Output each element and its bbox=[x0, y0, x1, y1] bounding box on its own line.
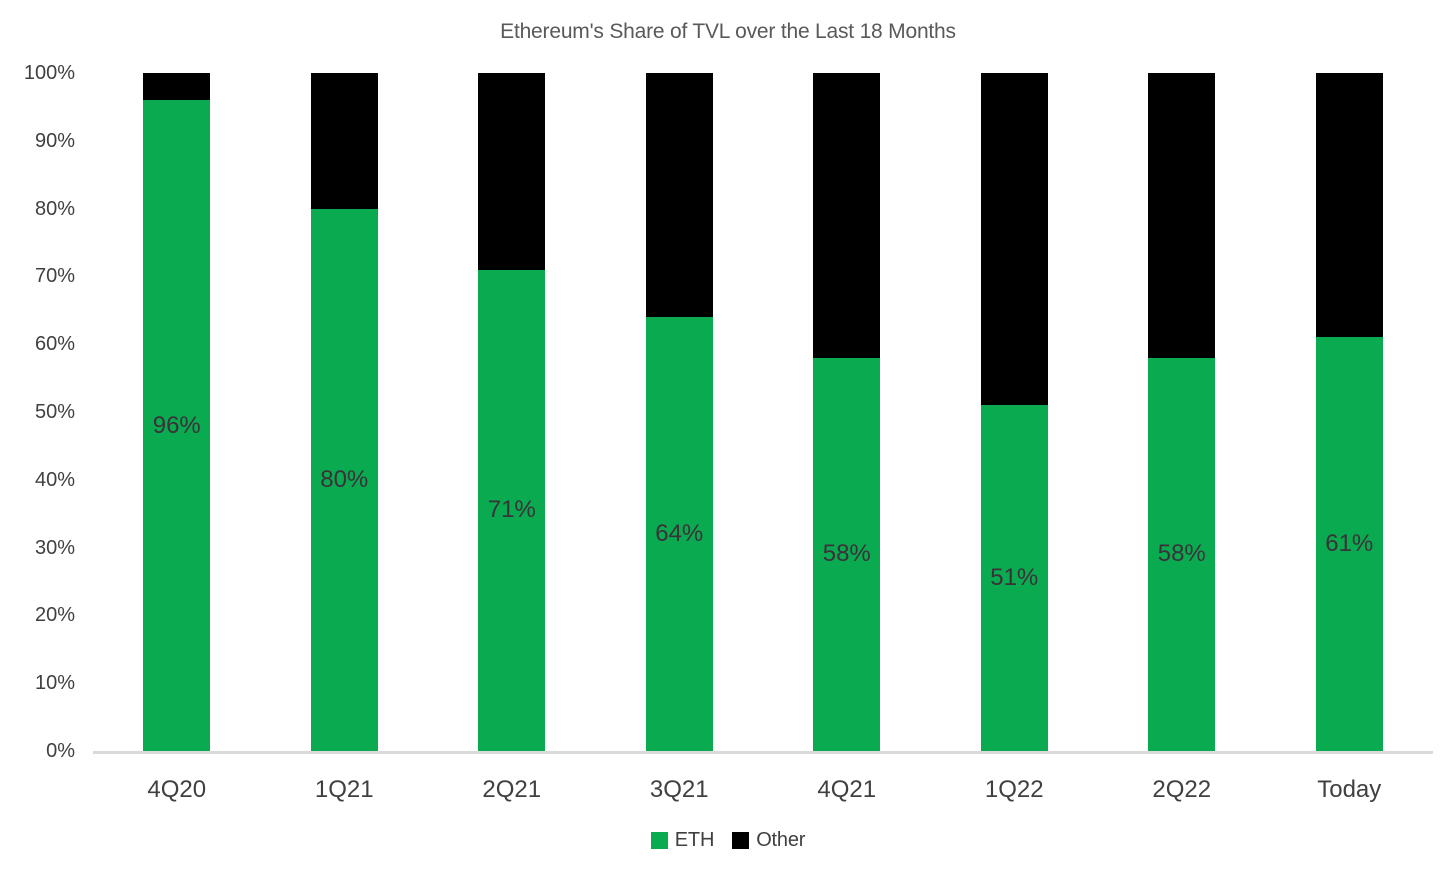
x-axis-line bbox=[93, 751, 1433, 754]
bar-segment-eth bbox=[980, 405, 1048, 751]
bar-segment-other bbox=[813, 73, 881, 358]
legend-swatch-other bbox=[732, 832, 750, 849]
bar-segment-eth bbox=[1315, 337, 1383, 751]
bar-data-label: 58% bbox=[822, 540, 871, 568]
y-axis-tick-label: 80% bbox=[34, 197, 75, 220]
x-axis-category-label: 2Q21 bbox=[482, 776, 542, 803]
legend-swatch-eth bbox=[650, 832, 668, 849]
bar-3q21: 64% bbox=[645, 73, 713, 751]
x-axis-category-label: 1Q22 bbox=[984, 776, 1044, 803]
legend-label: ETH bbox=[674, 829, 715, 851]
bar-segment-eth bbox=[143, 100, 211, 751]
chart-title: Ethereum's Share of TVL over the Last 18… bbox=[500, 20, 956, 43]
bar-segment-other bbox=[645, 73, 713, 318]
y-axis-tick-label: 60% bbox=[34, 333, 75, 356]
bar-data-label: 64% bbox=[655, 520, 704, 548]
legend-item-eth: ETH bbox=[650, 829, 715, 852]
x-axis-category-label: 2Q22 bbox=[1152, 776, 1212, 803]
bar-segment-eth bbox=[1148, 357, 1216, 751]
bar-today: 61% bbox=[1315, 73, 1383, 751]
x-axis-category-label: 1Q21 bbox=[314, 776, 374, 803]
bar-data-label: 51% bbox=[990, 564, 1039, 592]
bar-segment-eth bbox=[645, 317, 713, 751]
legend-label: Other bbox=[756, 829, 806, 851]
bar-data-label: 61% bbox=[1325, 530, 1374, 558]
y-axis-tick-label: 40% bbox=[34, 468, 75, 491]
bar-2q22: 58% bbox=[1148, 73, 1216, 751]
bar-2q21: 71% bbox=[478, 73, 546, 751]
bar-4q21: 58% bbox=[813, 73, 881, 751]
bar-segment-eth bbox=[310, 208, 378, 751]
x-axis-category-label: Today bbox=[1317, 776, 1382, 803]
bar-segment-other bbox=[478, 73, 546, 270]
y-axis-tick-label: 10% bbox=[34, 672, 75, 695]
y-axis-tick-label: 50% bbox=[34, 401, 75, 423]
y-axis-tick-label: 0% bbox=[46, 740, 75, 762]
bar-4q20: 96% bbox=[143, 73, 211, 751]
bar-segment-other bbox=[980, 73, 1048, 406]
bar-data-label: 58% bbox=[1157, 540, 1206, 568]
bar-1q22: 51% bbox=[980, 73, 1048, 751]
legend: ETH Other bbox=[0, 829, 1456, 852]
bar-1q21: 80% bbox=[310, 73, 378, 751]
bar-segment-eth bbox=[478, 269, 546, 751]
bar-data-label: 71% bbox=[487, 496, 536, 524]
bar-segment-eth bbox=[813, 357, 881, 751]
x-axis-category-label: 4Q21 bbox=[817, 776, 877, 803]
y-axis-tick-label: 30% bbox=[34, 536, 75, 559]
x-axis-category-label: 3Q21 bbox=[649, 776, 709, 803]
bar-segment-other bbox=[1315, 73, 1383, 338]
bar-segment-other bbox=[1148, 73, 1216, 358]
y-axis-tick-label: 90% bbox=[34, 129, 75, 152]
bar-segment-other bbox=[143, 73, 211, 101]
bar-data-label: 96% bbox=[152, 411, 201, 439]
bar-segment-other bbox=[310, 73, 378, 209]
x-axis-category-label: 4Q20 bbox=[147, 776, 207, 803]
y-axis-tick-label: 20% bbox=[34, 604, 75, 627]
y-axis-tick-label: 100% bbox=[23, 62, 75, 84]
plot-area: 96% 80% 71% 64% 58% 51% 58% 61% bbox=[93, 73, 1433, 751]
legend-item-other: Other bbox=[732, 829, 805, 852]
bar-data-label: 80% bbox=[320, 465, 369, 493]
y-axis-tick-label: 70% bbox=[34, 265, 75, 288]
